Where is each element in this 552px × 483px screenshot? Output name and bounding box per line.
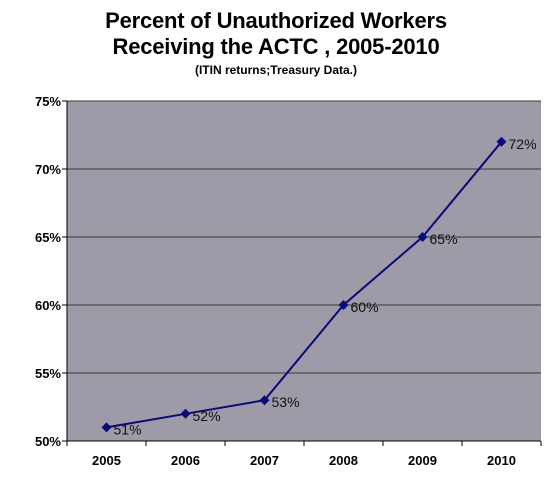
chart-title-line-1: Percent of Unauthorized Workers [105,8,447,33]
data-label: 65% [430,231,458,247]
x-tick-label: 2010 [487,453,516,468]
y-tick-label: 55% [35,366,61,381]
data-label: 52% [193,408,221,424]
chart-subtitle: (ITIN returns;Treasury Data.) [194,63,358,77]
y-tick-label: 50% [35,434,61,449]
y-tick-label: 75% [35,94,61,109]
x-tick-label: 2007 [250,453,279,468]
x-tick-label: 2009 [408,453,437,468]
data-point-marker [417,232,428,242]
data-label: 72% [509,136,537,152]
data-label: 53% [272,394,300,410]
x-tick-label: 2006 [171,453,200,468]
x-tick-label: 2008 [329,453,358,468]
data-point-marker [338,300,349,310]
y-tick-label: 65% [35,230,61,245]
y-tick-label: 60% [35,298,61,313]
chart-title-line-2: Receiving the ACTC , 2005-2010 [112,34,440,59]
data-point-marker [496,136,507,147]
x-tick-label: 2005 [92,453,121,468]
data-label: 51% [114,421,142,437]
plot-area [67,101,541,441]
data-label: 60% [351,299,379,315]
data-point-marker [180,408,191,419]
y-tick-label: 70% [35,162,61,177]
data-point-marker [259,395,270,406]
series-line [106,141,503,429]
data-point-marker [101,422,112,433]
